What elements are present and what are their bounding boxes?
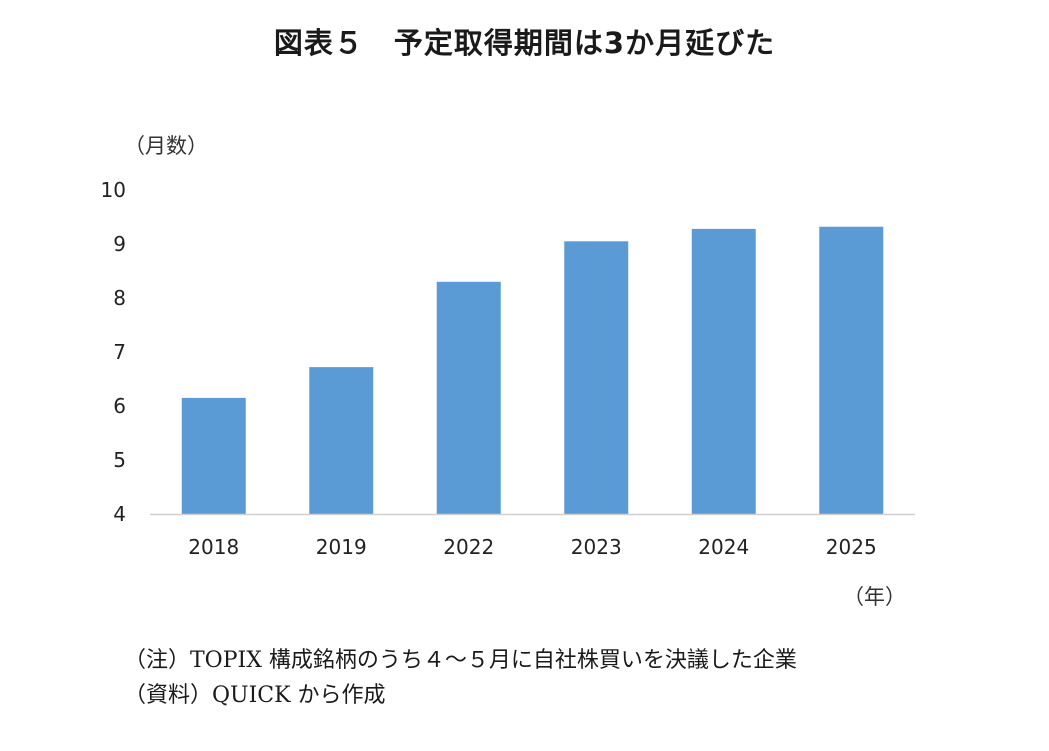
bar-2024	[691, 228, 756, 514]
y-tick-label: 5	[113, 448, 126, 472]
x-tick-label: 2025	[826, 535, 877, 559]
note-text: （注）TOPIX 構成銘柄のうち４～５月に自社株買いを決議した企業	[124, 648, 797, 673]
y-tick-label: 4	[113, 502, 126, 526]
bar-2023	[564, 241, 629, 515]
bar-2022	[436, 281, 501, 514]
y-tick-label: 10	[101, 178, 126, 202]
x-tick-label: 2024	[698, 535, 749, 559]
x-tick-label: 2022	[443, 535, 494, 559]
x-tick-label: 2018	[188, 535, 239, 559]
chart-title: 図表５ 予定取得期間は3か月延びた	[273, 26, 776, 60]
x-tick-label: 2023	[571, 535, 622, 559]
source-text: （資料）QUICK から作成	[124, 683, 386, 708]
bar-2025	[819, 226, 884, 514]
x-axis-ticks: 2018 2019 2022 2023 2024 2025	[188, 535, 876, 559]
x-axis-unit-label: （年）	[843, 585, 906, 609]
y-tick-label: 9	[113, 232, 126, 256]
y-tick-label: 7	[113, 340, 126, 364]
y-axis-ticks: 4 5 6 7 8 9 10	[101, 178, 126, 526]
x-tick-label: 2019	[316, 535, 367, 559]
y-tick-label: 6	[113, 394, 126, 418]
y-tick-label: 8	[113, 286, 126, 310]
footnotes: （注）TOPIX 構成銘柄のうち４～５月に自社株買いを決議した企業 （資料）QU…	[124, 643, 797, 713]
y-axis-unit-label: （月数）	[124, 134, 208, 158]
bar-2018	[181, 397, 246, 514]
bar-2019	[309, 367, 374, 514]
bar-series	[181, 226, 884, 515]
